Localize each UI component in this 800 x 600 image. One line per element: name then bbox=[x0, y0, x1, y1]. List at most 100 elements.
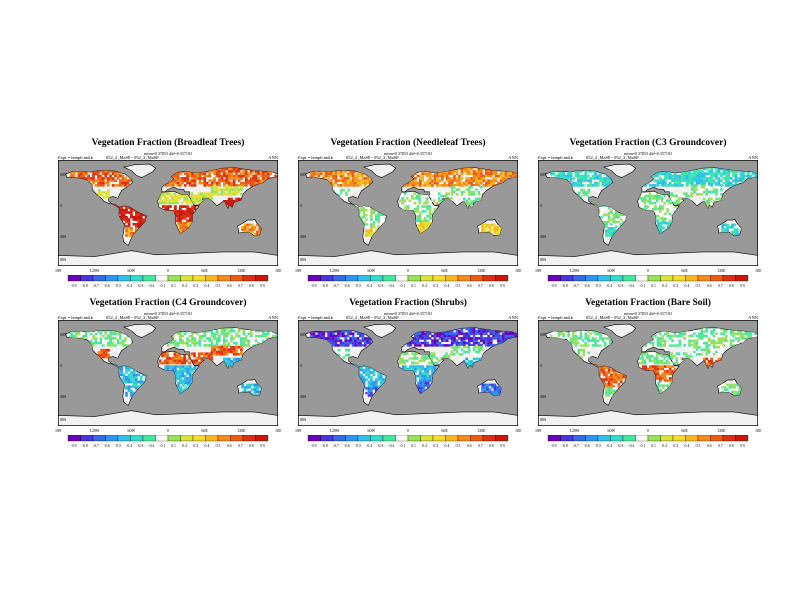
grid-cell bbox=[227, 170, 231, 173]
grid-cell bbox=[168, 194, 172, 198]
grid-cell bbox=[661, 212, 665, 215]
grid-cell bbox=[183, 361, 186, 365]
colorbar-swatch bbox=[697, 275, 711, 282]
grid-cell bbox=[208, 330, 211, 333]
grid-cell bbox=[422, 228, 425, 232]
grid-cell bbox=[599, 174, 602, 178]
grid-cell bbox=[421, 184, 425, 187]
grid-cell bbox=[467, 181, 471, 185]
grid-cell bbox=[92, 332, 95, 335]
grid-cell bbox=[738, 233, 742, 236]
grid-cell bbox=[107, 348, 111, 352]
grid-cell bbox=[264, 332, 268, 335]
grid-cell bbox=[656, 184, 660, 187]
grid-cell bbox=[243, 388, 247, 391]
grid-cell bbox=[717, 179, 721, 182]
grid-cell bbox=[651, 192, 654, 195]
grid-cell bbox=[208, 337, 211, 340]
map-frame bbox=[58, 160, 278, 266]
grid-cell bbox=[365, 206, 368, 210]
grid-cell bbox=[450, 170, 454, 173]
grid-cell bbox=[227, 330, 231, 333]
grid-cell bbox=[171, 181, 175, 185]
grid-cell bbox=[332, 181, 335, 185]
grid-cell bbox=[470, 172, 473, 175]
grid-cell bbox=[690, 197, 693, 200]
grid-cell bbox=[237, 177, 241, 180]
grid-cell bbox=[249, 177, 253, 180]
grid-cell bbox=[92, 181, 95, 185]
grid-cell bbox=[411, 367, 415, 371]
grid-cell bbox=[420, 361, 424, 365]
grid-cell bbox=[365, 211, 368, 214]
grid-cell bbox=[582, 188, 586, 192]
grid-cell bbox=[418, 199, 422, 203]
grid-cell bbox=[210, 170, 214, 173]
grid-cell bbox=[509, 172, 513, 175]
map-panel-4: Vegetation Fraction (C4 Groundcover) mea… bbox=[55, 298, 281, 458]
grid-cell bbox=[377, 225, 381, 228]
grid-cell bbox=[690, 185, 694, 189]
grid-cell bbox=[489, 172, 493, 175]
grid-cell bbox=[705, 190, 709, 194]
grid-cell bbox=[687, 192, 691, 195]
grid-cell bbox=[419, 372, 422, 375]
grid-cell bbox=[230, 348, 233, 351]
grid-cell bbox=[680, 197, 684, 200]
grid-cell bbox=[445, 192, 448, 195]
grid-cell bbox=[181, 179, 185, 182]
grid-cell bbox=[208, 170, 211, 173]
grid-cell bbox=[438, 334, 442, 338]
grid-cell bbox=[472, 184, 476, 187]
grid-cell bbox=[673, 181, 677, 185]
grid-cell bbox=[125, 391, 128, 395]
grid-cell bbox=[94, 184, 98, 187]
grid-cell bbox=[688, 174, 691, 178]
grid-cell bbox=[225, 202, 229, 205]
grid-cell bbox=[324, 172, 328, 175]
grid-cell bbox=[186, 332, 189, 335]
grid-cell bbox=[97, 181, 100, 185]
grid-cell bbox=[259, 170, 263, 173]
grid-cell bbox=[230, 339, 233, 342]
grid-cell bbox=[413, 194, 417, 198]
grid-cell bbox=[215, 337, 219, 340]
grid-cell bbox=[472, 330, 476, 333]
grid-cell bbox=[453, 337, 456, 340]
grid-cell bbox=[751, 172, 755, 175]
grid-cell bbox=[690, 181, 694, 185]
grid-cell bbox=[670, 197, 674, 200]
grid-cell bbox=[641, 194, 644, 198]
grid-cell bbox=[436, 341, 439, 345]
colorbar-swatch bbox=[80, 275, 94, 282]
grid-cell bbox=[491, 386, 494, 389]
grid-cell bbox=[437, 192, 441, 195]
grid-cell bbox=[721, 223, 724, 227]
map-panel-3: Vegetation Fraction (C3 Groundcover) mea… bbox=[535, 138, 761, 298]
grid-cell bbox=[477, 344, 481, 347]
grid-cell bbox=[232, 357, 236, 361]
grid-cell bbox=[725, 170, 728, 173]
grid-cell bbox=[188, 332, 192, 335]
grid-cell bbox=[577, 174, 580, 178]
grid-cell bbox=[176, 334, 180, 338]
lat-tick-label: 0 bbox=[60, 203, 62, 208]
grid-cell bbox=[213, 348, 216, 351]
grid-cell bbox=[198, 179, 202, 182]
grid-cell bbox=[215, 341, 219, 345]
grid-cell bbox=[579, 177, 583, 180]
grid-cell bbox=[607, 229, 611, 233]
panel-mean-text: mean=0.37853 diff=0.357193 bbox=[624, 151, 672, 156]
grid-cell bbox=[243, 223, 247, 227]
grid-cell bbox=[366, 339, 370, 342]
grid-cell bbox=[651, 201, 654, 205]
grid-cell bbox=[496, 233, 499, 236]
grid-cell bbox=[472, 174, 476, 178]
grid-cell bbox=[567, 177, 570, 180]
grid-cell bbox=[97, 351, 101, 354]
grid-cell bbox=[584, 177, 588, 180]
colorbar-swatch bbox=[155, 435, 169, 442]
map-frame bbox=[298, 160, 518, 266]
grid-cell bbox=[485, 344, 488, 347]
grid-cell bbox=[445, 172, 449, 175]
